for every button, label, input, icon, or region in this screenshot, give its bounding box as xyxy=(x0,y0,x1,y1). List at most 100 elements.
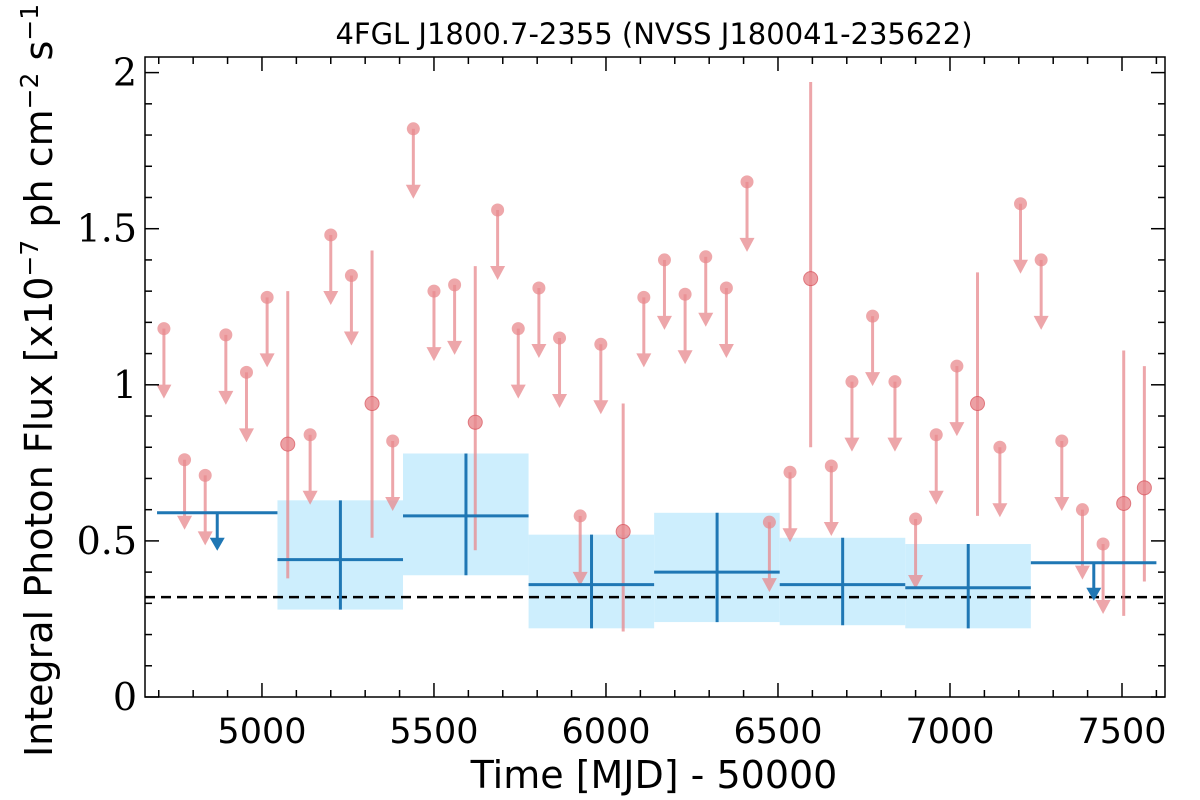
fine-upper-limit-14 xyxy=(510,322,526,399)
fine-upper-limit-arrow-9-head xyxy=(385,497,401,511)
fine-upper-limit-35 xyxy=(1013,197,1029,274)
fine-upper-limit-31 xyxy=(908,512,924,590)
fine-upper-limit-arrow-12-head xyxy=(447,340,463,355)
fine-upper-limit-marker-5 xyxy=(260,290,274,304)
fine-upper-limit-arrow-24-head xyxy=(739,237,755,252)
fine-upper-limit-26 xyxy=(782,465,798,543)
fine-bin-points xyxy=(156,81,1152,632)
fine-upper-limit-arrow-22-head xyxy=(698,312,714,327)
fine-upper-limit-arrow-5-head xyxy=(259,353,275,368)
x-tick-label: 5000 xyxy=(217,712,306,752)
coarse-bin-0 xyxy=(157,511,278,551)
coarse-bin-3 xyxy=(528,534,655,629)
fine-upper-limit-22 xyxy=(698,250,714,327)
fine-upper-limit-arrow-11-head xyxy=(426,347,442,362)
y-axis-label-part: ph cm xyxy=(17,109,61,239)
fine-upper-limit-23 xyxy=(718,281,734,359)
fine-upper-limit-8 xyxy=(343,269,359,346)
fine-upper-limit-arrow-18-head xyxy=(593,400,609,415)
fine-detection-1 xyxy=(364,250,380,538)
fine-upper-limit-arrow-10 xyxy=(405,128,421,199)
coarse-upper-limit-arrow-0 xyxy=(209,512,225,551)
fine-upper-limit-marker-2 xyxy=(198,468,212,482)
fine-upper-limit-marker-16 xyxy=(553,331,567,345)
fine-upper-limit-arrow-32 xyxy=(928,434,944,505)
fine-upper-limit-arrow-38 xyxy=(1074,509,1090,580)
x-axis-label: Time [MJD] - 50000 xyxy=(470,753,838,797)
fine-upper-limit-16 xyxy=(552,331,568,408)
fine-upper-limit-arrow-33 xyxy=(949,366,965,437)
fine-detection-marker-7 xyxy=(1136,480,1152,496)
fine-upper-limit-37 xyxy=(1054,434,1070,511)
fine-upper-limit-arrow-38-head xyxy=(1074,565,1090,580)
fine-upper-limit-34 xyxy=(992,440,1008,518)
fine-upper-limit-6 xyxy=(302,428,318,505)
y-axis-label-part: Integral Photon Flux [x10 xyxy=(17,277,61,758)
fine-upper-limit-marker-34 xyxy=(993,440,1007,454)
fine-upper-limit-arrow-16-head xyxy=(552,393,568,408)
chart-title: 4FGL J1800.7-2355 (NVSS J180041-235622) xyxy=(335,17,972,51)
fine-upper-limit-arrow-14-head xyxy=(510,384,526,399)
fine-upper-limit-arrow-6 xyxy=(302,434,318,505)
coarse-bin-2 xyxy=(403,453,529,576)
fine-upper-limit-arrow-29-head xyxy=(865,372,881,387)
fine-upper-limit-11 xyxy=(426,284,442,362)
fine-upper-limit-arrow-14 xyxy=(510,328,526,399)
fine-upper-limit-arrow-26 xyxy=(782,472,798,543)
y-axis-label-superscript: −7 xyxy=(15,240,44,277)
fine-upper-limit-arrow-1 xyxy=(177,459,193,530)
fine-upper-limit-arrow-21 xyxy=(677,294,693,365)
fine-upper-limit-arrow-1-head xyxy=(177,515,193,530)
fine-upper-limit-marker-26 xyxy=(783,465,797,479)
fine-upper-limit-arrow-35 xyxy=(1013,203,1029,274)
fine-upper-limit-20 xyxy=(656,253,672,330)
x-tick-label: 7000 xyxy=(905,712,994,752)
fine-upper-limit-4 xyxy=(238,365,254,443)
fine-upper-limit-marker-8 xyxy=(344,269,358,283)
fine-upper-limit-39 xyxy=(1095,537,1111,615)
fine-upper-limit-arrow-5 xyxy=(259,297,275,368)
fine-upper-limit-marker-39 xyxy=(1096,537,1110,551)
fine-upper-limit-28 xyxy=(844,375,860,452)
fine-upper-limit-arrow-12 xyxy=(447,284,463,355)
fine-detection-marker-4 xyxy=(803,271,819,287)
fine-upper-limit-arrow-39 xyxy=(1095,544,1111,615)
fine-upper-limit-marker-17 xyxy=(573,509,587,523)
fine-upper-limit-0 xyxy=(156,322,172,399)
fine-detection-5 xyxy=(970,272,986,516)
fine-upper-limit-marker-37 xyxy=(1055,434,1069,448)
fine-upper-limit-marker-29 xyxy=(866,309,880,323)
fine-upper-limit-marker-3 xyxy=(219,328,233,342)
fine-upper-limit-arrow-3 xyxy=(218,334,234,405)
fine-upper-limit-arrow-32-head xyxy=(928,490,944,505)
fine-upper-limit-arrow-8 xyxy=(343,275,359,346)
fine-detection-marker-3 xyxy=(615,524,631,540)
coarse-upper-limit-arrow-0-head xyxy=(209,537,225,551)
y-tick-label: 2 xyxy=(113,51,137,95)
fine-upper-limit-arrow-0-head xyxy=(156,384,172,399)
y-axis-label-part: ] xyxy=(17,0,61,4)
plot-frame xyxy=(144,56,1166,698)
fine-upper-limit-marker-9 xyxy=(386,434,400,448)
coarse-bin-6 xyxy=(905,544,1031,629)
fine-upper-limit-arrow-34-head xyxy=(992,503,1008,518)
fine-upper-limit-21 xyxy=(677,287,693,365)
fine-upper-limit-marker-6 xyxy=(303,428,317,442)
fine-upper-limit-arrow-17 xyxy=(572,515,588,586)
fine-detection-marker-2 xyxy=(467,414,483,430)
fine-upper-limit-5 xyxy=(259,290,275,368)
fine-detection-marker-6 xyxy=(1116,495,1132,511)
fine-upper-limit-arrow-4 xyxy=(238,372,254,443)
fine-detection-7 xyxy=(1136,366,1152,582)
fine-upper-limit-arrow-31 xyxy=(908,519,924,590)
fine-upper-limit-arrow-21-head xyxy=(677,350,693,365)
fine-detection-6 xyxy=(1116,350,1132,616)
fine-upper-limit-12 xyxy=(447,278,463,355)
fine-upper-limit-arrow-19-head xyxy=(636,353,652,368)
fine-upper-limit-arrow-8-head xyxy=(343,331,359,346)
fine-upper-limit-1 xyxy=(177,453,193,530)
y-axis-label: Integral Photon Flux [x10−7 ph cm−2 s−1] xyxy=(15,0,61,757)
y-axis-label-part: s xyxy=(17,41,61,73)
fine-upper-limit-marker-20 xyxy=(657,253,671,267)
fine-upper-limit-marker-21 xyxy=(678,287,692,301)
